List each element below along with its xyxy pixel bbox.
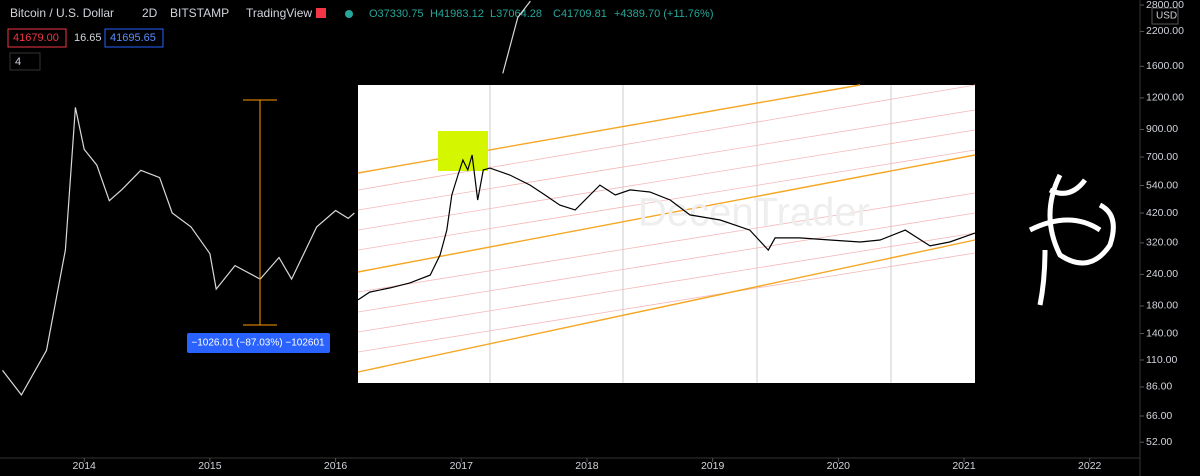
ask: 41695.65 <box>110 32 156 44</box>
x-tick-label: 2017 <box>450 460 474 472</box>
x-tick-label: 2020 <box>827 460 851 472</box>
open: O37330.75 <box>369 8 423 20</box>
channel-band <box>357 212 976 313</box>
currency: USD <box>1156 11 1177 22</box>
exchange: BITSTAMP <box>170 6 229 20</box>
x-tick-label: 2015 <box>198 460 222 472</box>
x-tick-label: 2016 <box>324 460 348 472</box>
x-tick-label: 2019 <box>701 460 725 472</box>
measure-label: −1026.01 (−87.03%) −102601 <box>191 338 325 349</box>
channel-band <box>357 252 976 353</box>
y-tick-label: 2200.00 <box>1146 25 1184 37</box>
indicator-toggle[interactable] <box>9 52 41 71</box>
inset-grid <box>489 85 892 383</box>
highlight-box <box>438 131 488 171</box>
y-tick-label: 52.00 <box>1146 436 1172 448</box>
channel-band <box>357 109 976 211</box>
y-tick-label: 900.00 <box>1146 123 1178 135</box>
x-tick-label: 2014 <box>73 460 97 472</box>
price-line <box>2 0 531 396</box>
currency-box[interactable] <box>1151 7 1179 25</box>
watermark: DecenTrader <box>638 191 870 235</box>
channel-band <box>357 84 976 191</box>
measure-tool: −1026.01 (−87.03%) −102601 <box>187 99 330 353</box>
y-tick-label: 1200.00 <box>1146 92 1184 104</box>
y-tick-label: 66.00 <box>1146 410 1172 422</box>
source: TradingView <box>246 6 312 20</box>
y-tick-label: 240.00 <box>1146 268 1178 280</box>
channel-bands <box>357 84 976 353</box>
y-tick-label: 420.00 <box>1146 207 1178 219</box>
y-tick-label: 2800.00 <box>1146 0 1184 11</box>
channel-band <box>357 129 976 231</box>
y-tick-label: 86.00 <box>1146 381 1172 393</box>
spread: 16.65 <box>74 32 102 44</box>
y-tick-label: 180.00 <box>1146 300 1178 312</box>
y-tick-label: 1600.00 <box>1146 60 1184 72</box>
y-tick-label: 110.00 <box>1146 354 1177 366</box>
x-tick-label: 2022 <box>1078 460 1102 472</box>
channel-band <box>357 149 976 251</box>
inset-chart: DecenTrader <box>357 84 976 383</box>
channel-band <box>357 232 976 333</box>
price-line <box>357 154 976 301</box>
x-tick-label: 2018 <box>575 460 599 472</box>
ask-box[interactable] <box>104 28 164 48</box>
measure-label-box <box>187 333 330 353</box>
status-dot <box>345 10 353 18</box>
bid: 41679.00 <box>13 32 59 44</box>
interval: 2D <box>142 6 158 20</box>
y-tick-label: 700.00 <box>1146 151 1178 163</box>
y-tick-label: 320.00 <box>1146 237 1178 249</box>
header: Bitcoin / U.S. Dollar 2D BITSTAMP Tradin… <box>7 6 1179 71</box>
channel-line <box>357 154 976 273</box>
low: L37064.28 <box>490 8 542 20</box>
logo <box>1028 173 1116 306</box>
x-tick-label: 2021 <box>952 460 976 472</box>
symbol: Bitcoin / U.S. Dollar <box>10 6 114 20</box>
flag[interactable] <box>316 8 326 18</box>
channel-band <box>357 192 976 293</box>
change: +4389.70 (+11.76%) <box>614 8 713 20</box>
channel-line <box>357 239 976 373</box>
y-tick-label: 140.00 <box>1146 327 1178 339</box>
high: H41983.12 <box>430 8 484 20</box>
bid-box[interactable] <box>7 28 67 48</box>
close: C41709.81 <box>553 8 607 20</box>
y-tick-label: 540.00 <box>1146 179 1178 191</box>
indicators: 4 <box>15 56 21 68</box>
